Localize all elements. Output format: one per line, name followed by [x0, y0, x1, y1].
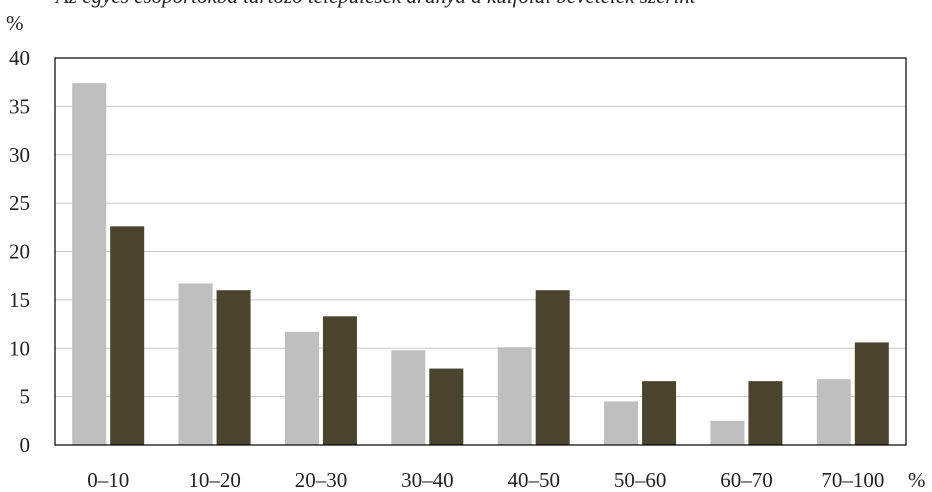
- x-axis-unit: %: [908, 468, 926, 492]
- y-tick-label: 25: [9, 191, 30, 215]
- bar-series-1: [604, 401, 639, 445]
- y-tick-label: 15: [9, 288, 30, 312]
- y-tick-label: 35: [9, 94, 30, 118]
- bar-series-1: [497, 347, 532, 445]
- y-axis-ticks: 0 5 10 15 20 25 30 35 40: [9, 46, 30, 457]
- chart-title: Az egyes csoportokba tartozó települések…: [54, 0, 697, 8]
- y-tick-label: 20: [9, 240, 30, 264]
- bar-series-2: [322, 316, 357, 445]
- bar-series-2: [854, 342, 889, 445]
- bar-series-1: [72, 83, 107, 445]
- x-tick-label: 20–30: [295, 468, 348, 492]
- bar-series-2: [535, 290, 570, 445]
- bar-series-2: [642, 381, 677, 445]
- x-tick-label: 60–70: [720, 468, 773, 492]
- bar-series-1: [816, 379, 851, 445]
- x-tick-label: 50–60: [614, 468, 667, 492]
- x-tick-label: 30–40: [401, 468, 454, 492]
- y-tick-label: 5: [20, 385, 31, 409]
- y-tick-label: 40: [9, 46, 30, 70]
- x-tick-label: 10–20: [188, 468, 241, 492]
- x-tick-label: 0–10: [87, 468, 129, 492]
- bar-series-1: [178, 283, 213, 445]
- bar-series-1: [710, 420, 745, 445]
- bar-series-2: [110, 226, 145, 445]
- y-axis-unit: %: [6, 11, 24, 35]
- bar-series-2: [216, 290, 251, 445]
- plot-area-frame: [54, 57, 907, 446]
- bar-series-2: [748, 381, 783, 445]
- bar-series-1: [284, 331, 319, 445]
- y-tick-label: 30: [9, 143, 30, 167]
- y-tick-label: 0: [20, 433, 31, 457]
- y-tick-label: 10: [9, 336, 30, 360]
- bar-series-1: [391, 350, 426, 445]
- x-tick-label: 40–50: [507, 468, 560, 492]
- bar-series-2: [429, 368, 464, 445]
- bars: [72, 83, 889, 445]
- x-axis-ticks: 0–10 10–20 20–30 30–40 40–50 50–60 60–70 70–100: [87, 468, 884, 492]
- x-tick-label: 70–100: [821, 468, 884, 492]
